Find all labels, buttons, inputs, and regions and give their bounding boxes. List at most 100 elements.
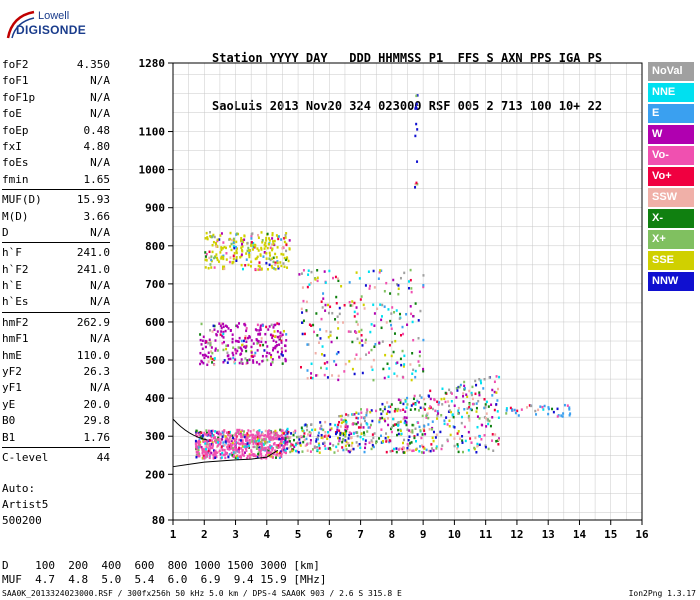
echo-point: [233, 360, 236, 364]
echo-point: [215, 241, 218, 245]
echo-point: [473, 446, 476, 450]
echo-point: [386, 410, 389, 413]
echo-point: [342, 437, 345, 441]
echo-point: [453, 437, 456, 440]
echo-point: [260, 455, 263, 458]
echo-point: [414, 107, 417, 110]
echo-point: [265, 239, 268, 242]
echo-point: [468, 389, 471, 393]
echo-point: [478, 393, 481, 397]
echo-point: [286, 257, 289, 260]
echo-point: [462, 392, 465, 395]
echo-point: [227, 447, 230, 450]
echo-point: [467, 416, 470, 419]
echo-point: [313, 330, 316, 334]
echo-point: [210, 439, 213, 442]
echo-point: [222, 325, 225, 329]
echo-point: [219, 333, 222, 336]
echo-point: [273, 323, 276, 327]
echo-point: [404, 419, 407, 423]
echo-point: [271, 266, 274, 270]
echo-point: [258, 329, 261, 332]
echo-point: [246, 457, 249, 460]
echo-point: [324, 420, 327, 424]
echo-point: [270, 455, 273, 458]
echo-point: [491, 388, 494, 392]
echo-point: [485, 425, 488, 428]
echo-point: [289, 445, 292, 448]
echo-point: [279, 444, 282, 447]
echo-point: [201, 339, 204, 343]
echo-point: [448, 388, 451, 392]
echo-point: [245, 327, 248, 330]
echo-point: [270, 445, 273, 448]
echo-point: [238, 432, 241, 436]
echo-point: [327, 447, 330, 450]
echo-point: [256, 442, 259, 446]
echo-point: [274, 346, 277, 350]
echo-point: [470, 408, 473, 412]
echo-point: [259, 434, 262, 438]
echo-point: [380, 412, 383, 416]
echo-point: [258, 448, 261, 451]
echo-point: [261, 354, 264, 358]
echo-point: [381, 402, 384, 406]
echo-point: [279, 335, 282, 338]
echo-point: [414, 375, 417, 379]
echo-point: [457, 409, 460, 412]
echo-point: [422, 369, 425, 373]
echo-point: [270, 362, 273, 366]
echo-point: [231, 261, 234, 265]
echo-point: [282, 432, 285, 435]
echo-point: [281, 429, 284, 432]
echo-point: [368, 287, 371, 290]
echo-point: [228, 436, 231, 440]
echo-point: [306, 343, 309, 346]
echo-point: [240, 254, 243, 258]
echo-point: [260, 268, 263, 271]
echo-point: [311, 376, 314, 380]
echo-point: [196, 441, 199, 444]
param-value: 110.0: [76, 348, 110, 362]
echo-point: [236, 430, 239, 434]
echo-point: [197, 450, 200, 453]
echo-point: [315, 374, 318, 377]
param-value: 241.0: [76, 246, 110, 260]
echo-point: [274, 449, 277, 452]
echo-point: [271, 448, 274, 452]
echo-point: [250, 244, 253, 247]
echo-point: [435, 447, 438, 450]
echo-point: [222, 336, 225, 339]
y-tick-label: 1100: [139, 126, 166, 139]
echo-point: [319, 328, 322, 331]
echo-point: [475, 410, 478, 413]
echo-point: [259, 449, 262, 452]
param-value: N/A: [90, 107, 110, 121]
echo-point: [261, 448, 264, 451]
echo-point: [235, 437, 238, 441]
echo-point: [264, 244, 267, 248]
echo-point: [355, 271, 358, 274]
echo-point: [254, 245, 257, 248]
echo-point: [495, 439, 498, 443]
echo-point: [316, 374, 319, 377]
echo-point: [272, 256, 275, 260]
echo-point: [245, 258, 248, 261]
echo-point: [209, 434, 212, 437]
echo-point: [369, 423, 372, 427]
echo-point: [263, 247, 266, 250]
x-tick-label: 5: [295, 528, 302, 541]
echo-point: [240, 441, 243, 445]
echo-point: [409, 268, 412, 272]
echo-point: [236, 247, 239, 250]
echo-point: [300, 272, 303, 275]
echo-point: [235, 324, 238, 328]
param-value: N/A: [90, 90, 110, 104]
echo-point: [255, 431, 258, 434]
x-tick-label: 7: [357, 528, 364, 541]
echo-point: [427, 416, 430, 420]
echo-point: [482, 387, 485, 390]
echo-point: [435, 433, 438, 437]
echo-point: [385, 321, 388, 324]
echo-point: [276, 260, 279, 263]
